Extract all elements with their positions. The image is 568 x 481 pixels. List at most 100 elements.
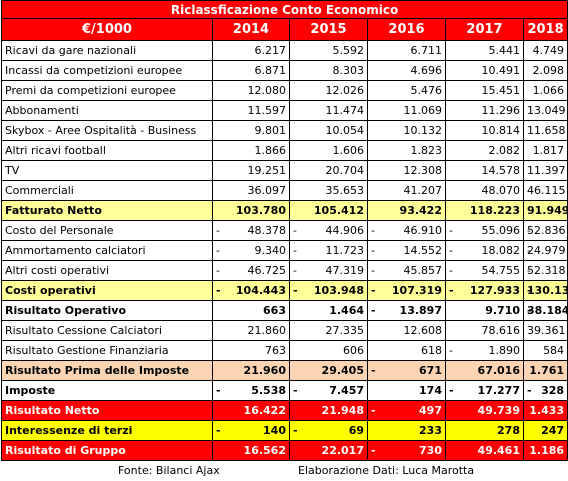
value-cell: 118.223 (445, 200, 524, 221)
value-cell: 1.817 (522, 140, 568, 161)
amount: 1.890 (488, 344, 521, 357)
sign: - (371, 444, 376, 457)
header-cell: 2017 (445, 18, 524, 41)
row-label: Premi da competizioni europee (1, 80, 213, 101)
table-row: Skybox - Aree Ospitalità - Business 9.801… (1, 120, 568, 141)
value-cell: 2.082 (445, 140, 524, 161)
value-cell: 48.070 (445, 180, 524, 201)
amount: 328 (541, 384, 565, 397)
table-row: Costo del Personale -48.378-44.906-46.910… (1, 220, 568, 241)
value-cell: - 1.890 (445, 340, 524, 361)
sign: - (527, 384, 532, 397)
sign: - (527, 264, 531, 277)
value-cell: 14.578 (445, 160, 524, 181)
header-cell: 2018 (522, 18, 568, 41)
value-cell: 10.491 (445, 60, 524, 81)
amount: 5.538 (251, 384, 286, 397)
row-label: Interessenze di terzi (1, 420, 213, 441)
sign: - (449, 384, 454, 397)
sign: - (293, 284, 298, 297)
value-cell: - 46.910 (367, 220, 446, 241)
row-label: Ricavi da gare nazionali (1, 40, 213, 61)
table-row: Risultato Prima delle Imposte 21.960 29.40… (1, 360, 568, 381)
value-cell: 278 (445, 420, 524, 441)
value-cell: - 44.906 (289, 220, 368, 241)
source: Fonte: Bilanci Ajax (118, 464, 220, 477)
value-cell: 93.422 (367, 200, 446, 221)
income-table: Riclassficazione Conto Economico €/1000 2… (0, 0, 568, 461)
value-cell: 49.461 (445, 440, 524, 461)
value-cell: 67.016 (445, 360, 524, 381)
value-cell: 6.217 (212, 40, 290, 61)
value-cell: 5.476 (367, 80, 446, 101)
row-label: Abbonamenti (1, 100, 213, 121)
sign: - (293, 244, 297, 257)
sign: - (293, 224, 297, 237)
value-cell: 22.017 (289, 440, 368, 461)
value-cell: - 671 (367, 360, 446, 381)
amount: 38.184 (527, 304, 568, 317)
sign: - (216, 224, 220, 237)
table-row: Risultato Gestione Finanziaria 763 606 618-… (1, 340, 568, 361)
value-cell: - 140 (212, 420, 290, 441)
sign: - (527, 244, 531, 257)
sign: - (449, 224, 453, 237)
value-cell: - 103.948 (289, 280, 368, 301)
amount: 69 (348, 424, 364, 437)
row-label: Altri costi operativi (1, 260, 213, 281)
value-cell: - 730 (367, 440, 446, 461)
value-cell: - 69 (289, 420, 368, 441)
value-cell: - 5.538 (212, 380, 290, 401)
row-label: Fatturato Netto (1, 200, 213, 221)
value-cell: 27.335 (289, 320, 368, 341)
table-row: Risultato di Gruppo 16.562 22.017- 730 49.46… (1, 440, 568, 461)
value-cell: 4.696 (367, 60, 446, 81)
amount: 52.836 (527, 224, 566, 237)
row-label: Risultato Gestione Finanziaria (1, 340, 213, 361)
table-row: Altri costi operativi -46.725-47.319-45.8… (1, 260, 568, 281)
value-cell: 663 (212, 300, 290, 321)
table-row: Imposte -5.538-7.457 174-17.277-328 (1, 380, 568, 401)
value-cell: 6.711 (367, 40, 446, 61)
value-cell: - 46.725 (212, 260, 290, 281)
table-row: Interessenze di terzi -140-69 233 278 247 (1, 420, 568, 441)
sign: - (527, 304, 532, 317)
value-cell: -38.184 (522, 300, 568, 321)
value-cell: - 107.319 (367, 280, 446, 301)
header-row: €/1000 2014 2015 2016 2017 2018 (1, 18, 568, 41)
row-label: Imposte (1, 380, 213, 401)
row-label: Incassi da competizioni europee (1, 60, 213, 81)
value-cell: 11.597 (212, 100, 290, 121)
row-label: Risultato Netto (1, 400, 213, 421)
amount: 103.948 (313, 284, 364, 297)
row-label: Risultato di Gruppo (1, 440, 213, 461)
value-cell: 5.441 (445, 40, 524, 61)
amount: 52.318 (527, 264, 566, 277)
value-cell: 12.026 (289, 80, 368, 101)
value-cell: - 45.857 (367, 260, 446, 281)
amount: 140 (263, 424, 286, 437)
value-cell: 91.949 (522, 200, 568, 221)
row-label: TV (1, 160, 213, 181)
value-cell: 10.132 (367, 120, 446, 141)
table-row: Ammortamento calciatori -9.340-11.723-14.… (1, 240, 568, 261)
sign: - (449, 244, 453, 257)
value-cell: 12.080 (212, 80, 290, 101)
amount: 730 (419, 444, 442, 457)
value-cell: - 9.340 (212, 240, 290, 261)
amount: 24.979 (527, 244, 566, 257)
amount: 17.277 (477, 384, 520, 397)
amount: 671 (419, 364, 442, 377)
amount: 55.096 (481, 224, 521, 237)
amount: 13.897 (399, 304, 442, 317)
credit: Elaborazione Dati: Luca Marotta (298, 464, 475, 477)
value-cell: 1.866 (212, 140, 290, 161)
amount: 46.910 (403, 224, 443, 237)
value-cell: 606 (289, 340, 368, 361)
value-cell: 2.098 (522, 60, 568, 81)
value-cell: - 47.319 (289, 260, 368, 281)
sign: - (527, 224, 531, 237)
sign: - (449, 264, 453, 277)
row-label: Skybox - Aree Ospitalità - Business (1, 120, 213, 141)
